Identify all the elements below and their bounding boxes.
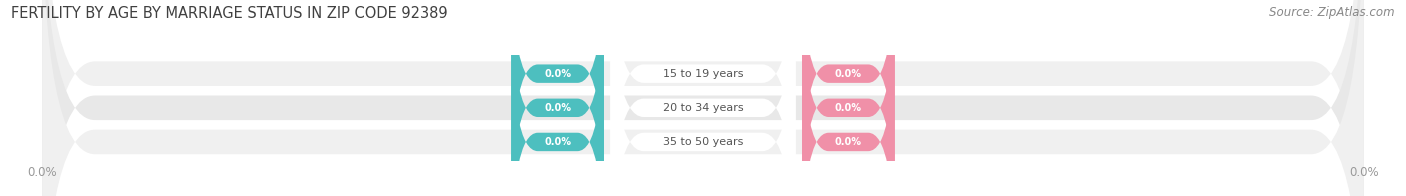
Text: 0.0%: 0.0% [544, 137, 571, 147]
FancyBboxPatch shape [801, 0, 894, 196]
FancyBboxPatch shape [42, 0, 1364, 196]
FancyBboxPatch shape [42, 0, 1364, 196]
Text: 20 to 34 years: 20 to 34 years [662, 103, 744, 113]
Text: Source: ZipAtlas.com: Source: ZipAtlas.com [1270, 6, 1395, 19]
Text: 0.0%: 0.0% [544, 103, 571, 113]
Text: 15 to 19 years: 15 to 19 years [662, 69, 744, 79]
FancyBboxPatch shape [512, 0, 605, 196]
Text: 0.0%: 0.0% [835, 137, 862, 147]
Text: 35 to 50 years: 35 to 50 years [662, 137, 744, 147]
FancyBboxPatch shape [42, 0, 1364, 196]
FancyBboxPatch shape [801, 0, 894, 196]
FancyBboxPatch shape [610, 0, 796, 196]
FancyBboxPatch shape [801, 15, 894, 196]
FancyBboxPatch shape [610, 0, 796, 196]
Text: 0.0%: 0.0% [835, 69, 862, 79]
Text: 0.0%: 0.0% [544, 69, 571, 79]
FancyBboxPatch shape [610, 0, 796, 196]
Text: FERTILITY BY AGE BY MARRIAGE STATUS IN ZIP CODE 92389: FERTILITY BY AGE BY MARRIAGE STATUS IN Z… [11, 6, 449, 21]
FancyBboxPatch shape [512, 0, 605, 196]
FancyBboxPatch shape [512, 15, 605, 196]
Text: 0.0%: 0.0% [835, 103, 862, 113]
